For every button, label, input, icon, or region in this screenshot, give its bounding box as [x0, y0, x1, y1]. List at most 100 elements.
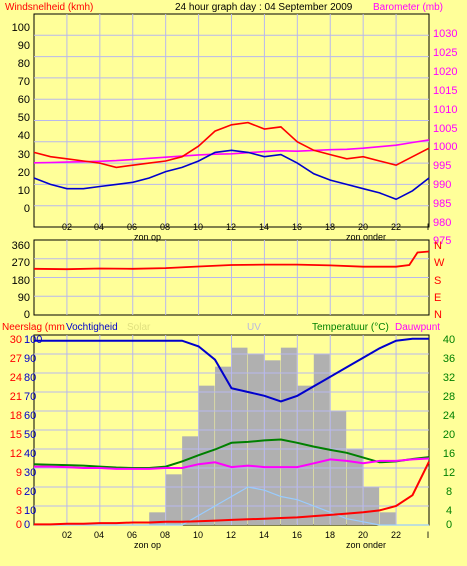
- x-tick: 22: [391, 222, 401, 232]
- x-tick: 06: [127, 222, 137, 232]
- y-tick-rain: 30: [10, 334, 22, 346]
- y-tick-humidity: 60: [24, 410, 36, 422]
- y-tick-right: 985: [433, 198, 451, 210]
- wind-left-axis: 100 90 80 70 60 50 40 30 20 10 0: [12, 22, 30, 215]
- temperature-right-axis: 40 36 32 28 24 20 16 12 8 4 0: [443, 334, 455, 531]
- y-tick-humidity: 20: [24, 486, 36, 498]
- y-tick-rain: 24: [10, 372, 22, 384]
- y-tick-humidity: 70: [24, 391, 36, 403]
- y-tick-temperature: 28: [443, 391, 455, 403]
- sunrise-label: zon op: [134, 540, 161, 550]
- x-tick: 14: [259, 530, 269, 540]
- rain-axis-label: Neerslag (mm: [2, 322, 65, 333]
- y-tick: 10: [18, 185, 30, 197]
- x-tick: 18: [325, 222, 335, 232]
- solar-legend-label: Solar: [127, 322, 151, 333]
- solar-bar: [313, 354, 330, 525]
- y-tick: 30: [18, 149, 30, 161]
- solar-bar: [165, 474, 182, 525]
- direction-series: [33, 250, 430, 271]
- y-tick: 90: [18, 40, 30, 52]
- compass-tick: S: [434, 275, 441, 287]
- y-tick-right: 1030: [433, 28, 457, 40]
- y-tick-humidity: 10: [24, 505, 36, 517]
- wind-speed-axis-label: Windsnelheid (kmh): [5, 2, 93, 13]
- y-tick: 80: [18, 58, 30, 70]
- y-tick-temperature: 40: [443, 334, 455, 346]
- uv-legend-label: UV: [247, 322, 261, 333]
- rain-left-axis: 30 27 24 21 18 15 12 9 6 3 0: [10, 334, 22, 531]
- y-tick-right: 1010: [433, 104, 457, 116]
- x-tick: 20: [358, 222, 368, 232]
- graph-title: 24 hour graph day : 04 September 2009: [175, 2, 353, 13]
- direction-gridlines: [34, 240, 429, 315]
- y-tick: 100: [12, 22, 30, 34]
- y-tick: 90: [18, 292, 30, 304]
- x-tick: I: [427, 530, 430, 540]
- y-tick: 70: [18, 76, 30, 88]
- humidity-left-axis: 100 90 80 70 60 50 40 30 20 10 0: [24, 334, 42, 531]
- y-tick-right: 995: [433, 160, 451, 172]
- x-tick: 10: [193, 222, 203, 232]
- y-tick-rain: 18: [10, 410, 22, 422]
- y-tick: 180: [12, 275, 30, 287]
- y-tick-temperature: 4: [446, 505, 452, 517]
- compass-tick: E: [434, 292, 441, 304]
- y-tick-right: 990: [433, 179, 451, 191]
- y-tick-rain: 9: [16, 467, 22, 479]
- y-tick-right: 1025: [433, 47, 457, 59]
- wind-barometer-panel: Windsnelheid (kmh) 24 hour graph day : 0…: [5, 2, 457, 247]
- y-tick-humidity: 100: [24, 334, 42, 346]
- uv-line: [34, 486, 429, 526]
- solar-bar: [297, 385, 314, 525]
- y-tick-rain: 21: [10, 391, 22, 403]
- x-tick: 18: [325, 530, 335, 540]
- y-tick-rain: 15: [10, 429, 22, 441]
- y-tick-rain: 3: [16, 505, 22, 517]
- dewpoint-axis-label: Dauwpunt: [395, 322, 440, 333]
- y-tick-right: 975: [433, 235, 451, 247]
- wind-series: [33, 121, 430, 201]
- solar-bar: [247, 354, 264, 525]
- x-tick: 02: [62, 530, 72, 540]
- x-tick: 02: [62, 222, 72, 232]
- y-tick-right: 1015: [433, 85, 457, 97]
- y-tick-temperature: 32: [443, 372, 455, 384]
- sunrise-label: zon op: [134, 232, 161, 242]
- x-tick: 12: [226, 222, 236, 232]
- wind-direction-panel: 360 270 180 90 0 N W S E N: [12, 239, 445, 321]
- y-tick: 50: [18, 112, 30, 124]
- y-tick-humidity: 40: [24, 448, 36, 460]
- y-tick-rain: 12: [10, 448, 22, 460]
- y-tick-temperature: 12: [443, 467, 455, 479]
- y-tick-temperature: 20: [443, 429, 455, 441]
- x-tick: 04: [94, 530, 104, 540]
- temperature-line: [33, 438, 430, 469]
- y-tick-temperature: 36: [443, 353, 455, 365]
- x-tick: 16: [292, 530, 302, 540]
- wind-direction-line: [33, 250, 430, 271]
- wind-speed-line: [33, 149, 430, 201]
- direction-right-axis: N W S E N: [434, 240, 445, 321]
- y-tick-humidity: 30: [24, 467, 36, 479]
- compass-tick: N: [434, 309, 442, 321]
- x-tick: I: [427, 222, 430, 232]
- y-tick-rain: 0: [16, 519, 22, 531]
- solar-bar: [231, 347, 248, 525]
- solar-bar: [182, 436, 199, 525]
- y-tick: 270: [12, 257, 30, 269]
- y-tick: 60: [18, 94, 30, 106]
- y-tick: 20: [18, 167, 30, 179]
- y-tick-right: 1020: [433, 66, 457, 78]
- solar-bar: [379, 512, 396, 525]
- y-tick-temperature: 8: [446, 486, 452, 498]
- y-tick-right: 980: [433, 217, 451, 229]
- y-tick: 360: [12, 240, 30, 252]
- y-tick-right: 1005: [433, 123, 457, 135]
- y-tick: 0: [24, 309, 30, 321]
- x-tick: 20: [358, 530, 368, 540]
- y-tick-humidity: 0: [24, 519, 30, 531]
- solar-bar: [264, 360, 281, 525]
- x-tick: 22: [391, 530, 401, 540]
- barometer-axis-label: Barometer (mb): [373, 2, 443, 13]
